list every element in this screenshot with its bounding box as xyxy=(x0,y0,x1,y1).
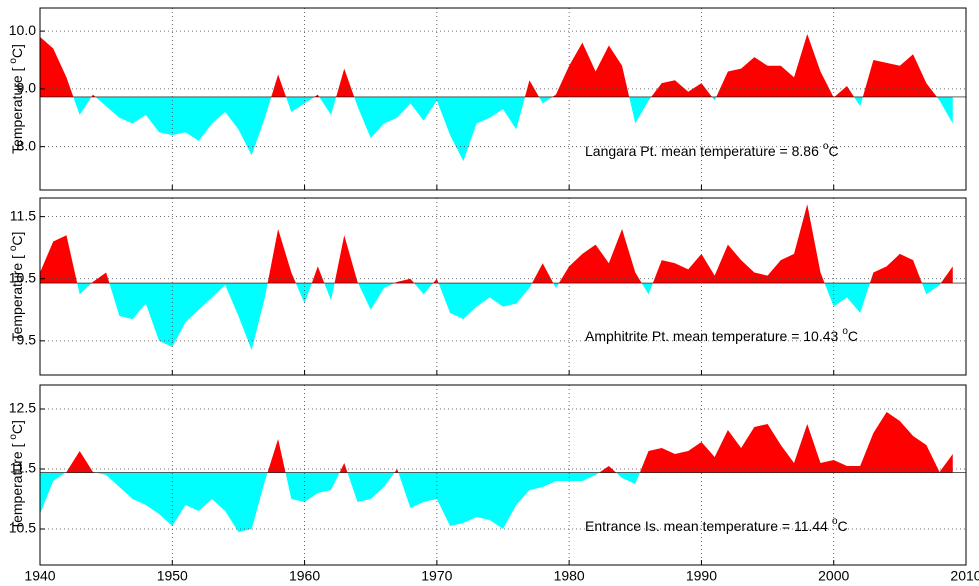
y-tick-label: 12.5 xyxy=(9,400,36,416)
y-label-sup: o xyxy=(8,245,19,251)
y-tick-label: 10.5 xyxy=(9,269,36,285)
x-tick-label: 1970 xyxy=(421,568,452,584)
area-above-mean xyxy=(40,204,953,284)
y-label-sup: o xyxy=(8,434,19,440)
area-above-mean xyxy=(65,412,953,473)
panel: 1940 1950 1960 1970 1980 1990 2000 2010 10.5 11.5… xyxy=(8,384,979,584)
x-tick-label: 1980 xyxy=(554,568,585,584)
area-below-mean xyxy=(77,283,941,351)
annotation-unit: C xyxy=(838,518,848,534)
annotation: Langara Pt. mean temperature = 8.86 oC xyxy=(585,141,839,159)
annotation-sup: o xyxy=(832,516,838,527)
x-tick-label: 1940 xyxy=(24,568,55,584)
plot-frame xyxy=(39,7,967,191)
y-label-unit: C] xyxy=(9,420,25,434)
x-tick-label: 1950 xyxy=(157,568,188,584)
y-label-text: Temperature [ xyxy=(9,251,25,341)
annotation: Entrance Is. mean temperature = 11.44 oC xyxy=(585,516,848,534)
y-label-sup: o xyxy=(8,58,19,64)
area-below-mean xyxy=(40,472,640,532)
y-tick-label: 9.0 xyxy=(17,80,37,96)
annotation-text: Entrance Is. mean temperature = xyxy=(585,518,794,534)
y-label-text: Temperature [ xyxy=(9,64,25,154)
x-tick-label: 2000 xyxy=(818,568,849,584)
y-tick-label: 10.0 xyxy=(9,22,36,38)
annotation-sup: o xyxy=(842,326,848,337)
annotation-mean: 11.44 xyxy=(794,518,828,534)
annotation-unit: C xyxy=(848,328,858,344)
y-tick-label: 8.0 xyxy=(17,137,37,153)
y-tick-label: 11.5 xyxy=(10,460,36,476)
plot-frame xyxy=(39,384,967,566)
annotation-mean: 8.86 xyxy=(792,143,819,159)
x-tick-label: 2010 xyxy=(950,568,979,584)
y-label-unit: C] xyxy=(9,44,25,58)
annotation-text: Langara Pt. mean temperature = xyxy=(585,143,792,159)
y-axis-label: Temperature [ oC] xyxy=(8,420,25,530)
x-tick-label: 1960 xyxy=(289,568,320,584)
y-tick-label: 11.5 xyxy=(10,207,36,223)
y-label-unit: C] xyxy=(9,232,25,246)
y-axis-label: Temperature [ oC] xyxy=(8,44,25,154)
annotation-mean: 10.43 xyxy=(803,328,838,344)
annotation: Amphitrite Pt. mean temperature = 10.43 o… xyxy=(585,326,858,344)
area-below-mean xyxy=(40,96,953,162)
y-label-text: Temperature [ xyxy=(9,440,25,530)
annotation-sup: o xyxy=(823,141,829,152)
y-axis-label: Temperature [ oC] xyxy=(8,232,25,342)
y-tick-label: 10.5 xyxy=(9,520,36,536)
annotation-unit: C xyxy=(828,143,838,159)
annotation-text: Amphitrite Pt. mean temperature = xyxy=(585,328,803,344)
x-tick-label: 1990 xyxy=(686,568,717,584)
area-above-mean xyxy=(40,34,937,97)
y-tick-label: 9.5 xyxy=(17,332,37,348)
plot-frame xyxy=(39,197,967,376)
